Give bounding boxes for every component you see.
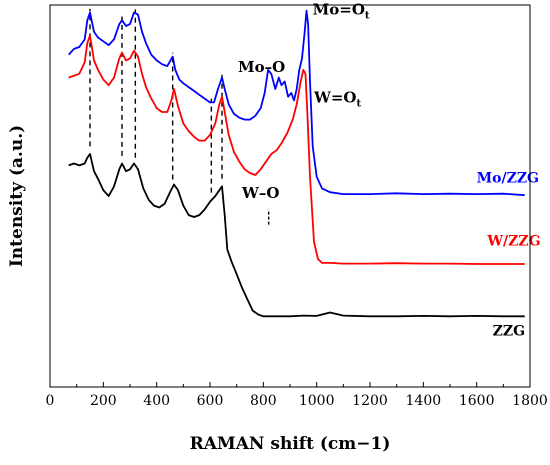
peak-annotation: W–O (241, 184, 279, 202)
x-tick-label: 400 (143, 393, 170, 409)
peak-annotation: Mo–O (238, 58, 285, 76)
reference-lines (89, 8, 223, 193)
x-tick-label: 200 (90, 393, 117, 409)
series-group (68, 9, 525, 318)
plot-area: Mo=Ot Mo–O W=Ot W–O Mo/ZZG W/ZZG ZZG (68, 1, 541, 340)
series-label: ZZG (493, 323, 525, 339)
x-tick-label: 800 (250, 393, 277, 409)
series-label: W/ZZG (486, 234, 540, 250)
x-tick-label: 1200 (352, 393, 388, 409)
series-line-w-zzg (68, 34, 525, 265)
x-tick-label: 1600 (459, 393, 495, 409)
series-label: Mo/ZZG (477, 171, 539, 187)
x-axis-ticks: 0 200 400 600 800 1000 1200 1400 1600 1800 (46, 382, 548, 409)
y-axis-title: Intensity (a.u.) (7, 125, 27, 267)
x-tick-label: 1400 (406, 393, 442, 409)
x-axis-title: RAMAN shift (cm−1) (190, 434, 391, 454)
peak-annotation: W=Ot (313, 88, 361, 109)
x-tick-label: 1800 (512, 393, 548, 409)
series-labels: Mo/ZZG W/ZZG ZZG (477, 171, 541, 340)
x-tick-label: 600 (197, 393, 224, 409)
series-line-mo-zzg (68, 9, 525, 197)
x-tick-label: 1000 (299, 393, 335, 409)
peak-annotation: Mo=Ot (313, 1, 370, 22)
series-line-zzg (68, 153, 525, 318)
x-tick-label: 0 (46, 393, 55, 409)
